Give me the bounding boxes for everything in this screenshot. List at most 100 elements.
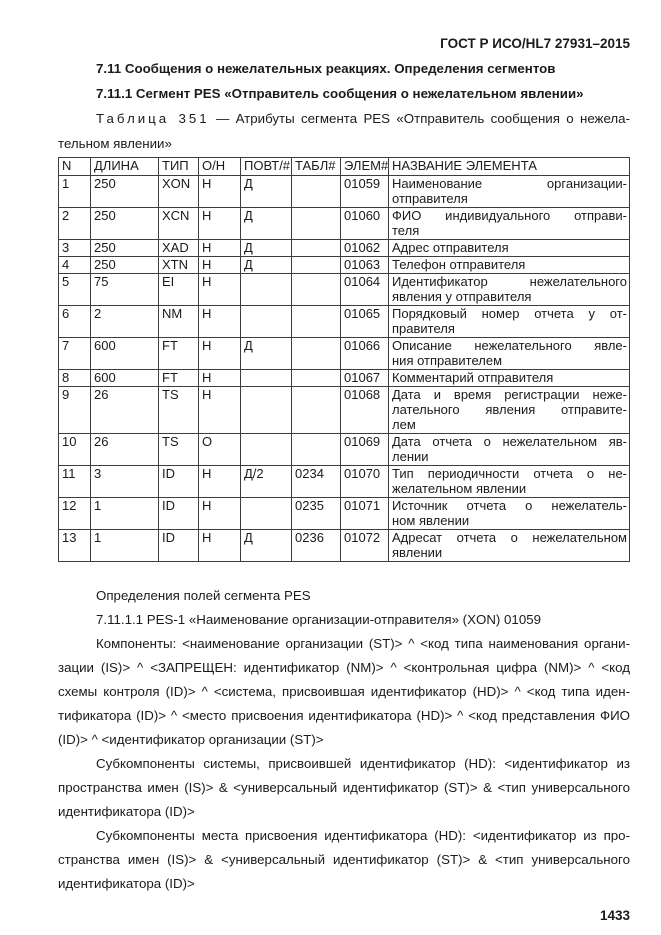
cell-element-num: 01069 [340, 433, 389, 466]
cell-repeat [240, 497, 292, 530]
cell-optionality: Н [198, 239, 241, 257]
element-name-line: ФИО индивидуального отправи- [392, 208, 627, 224]
element-name-line: явлении [392, 545, 443, 560]
cell-table-num [291, 386, 341, 434]
cell-table-num: 0234 [291, 465, 341, 498]
column-header-element-name: НАЗВАНИЕ ЭЛЕМЕНТА [388, 157, 630, 176]
cell-element-num: 01060 [340, 207, 389, 240]
cell-length: 250 [90, 175, 159, 208]
cell-length: 2 [90, 305, 159, 338]
cell-length: 26 [90, 433, 159, 466]
cell-type: TS [158, 386, 199, 434]
cell-table-num [291, 369, 341, 387]
cell-element-num: 01068 [340, 386, 389, 434]
cell-type: NM [158, 305, 199, 338]
cell-repeat [240, 273, 292, 306]
cell-length: 600 [90, 337, 159, 370]
cell-repeat [240, 369, 292, 387]
column-header-element-num: ЭЛЕМ# [340, 157, 389, 176]
cell-table-num [291, 175, 341, 208]
cell-element-num: 01059 [340, 175, 389, 208]
cell-n: 3 [58, 239, 91, 257]
cell-optionality: Н [198, 256, 241, 274]
cell-element-num: 01067 [340, 369, 389, 387]
table-row: 2 250 XCN Н Д 01060 ФИО индивидуального отправ… [58, 207, 630, 240]
cell-repeat: Д [240, 175, 292, 208]
cell-element-num: 01066 [340, 337, 389, 370]
cell-length: 1 [90, 529, 159, 562]
table-caption-label: Таблица 351 [96, 111, 210, 126]
cell-table-num [291, 433, 341, 466]
cell-element-name: Адрес отправителя [388, 239, 630, 257]
cell-optionality: Н [198, 529, 241, 562]
cell-length: 250 [90, 239, 159, 257]
cell-length: 75 [90, 273, 159, 306]
cell-repeat [240, 305, 292, 338]
cell-repeat: Д/2 [240, 465, 292, 498]
cell-element-num: 01064 [340, 273, 389, 306]
cell-element-name: Идентификатор нежелательного явления у от… [388, 273, 630, 306]
cell-optionality: Н [198, 497, 241, 530]
table-row: 12 1 ID Н 0235 01071 Источник отчета о нежелат… [58, 497, 630, 530]
field-definitions: Определения полей сегмента PES 7.11.1.1 … [58, 584, 630, 896]
element-name-line: отправителя [392, 191, 468, 206]
cell-optionality: Н [198, 305, 241, 338]
cell-type: ID [158, 465, 199, 498]
segment-attributes-table: N ДЛИНА ТИП О/Н ПОВТ/# ТАБЛ# ЭЛЕМ# НАЗВА… [58, 157, 630, 562]
cell-table-num [291, 305, 341, 338]
element-name-line: ном явлении [392, 513, 470, 528]
cell-element-num: 01070 [340, 465, 389, 498]
cell-n: 8 [58, 369, 91, 387]
element-name-line: Наименование организации- [392, 176, 627, 192]
table-row: 10 26 TS О 01069 Дата отчета о нежелательном … [58, 433, 630, 466]
cell-repeat: Д [240, 529, 292, 562]
cell-optionality: Н [198, 273, 241, 306]
element-name-line: явления у отправителя [392, 289, 532, 304]
cell-element-num: 01065 [340, 305, 389, 338]
cell-element-name: Порядковый номер отчета у от-правителя [388, 305, 630, 338]
table-row: 8 600 FT Н 01067 Комментарий отправителя [58, 369, 630, 387]
cell-type: TS [158, 433, 199, 466]
cell-repeat: Д [240, 207, 292, 240]
element-name-line: Адрес отправителя [392, 240, 509, 256]
subsection-heading: 7.11.1 Сегмент PES «Отправитель сообщени… [96, 86, 584, 101]
column-header-table-num: ТАБЛ# [291, 157, 341, 176]
column-header-n: N [58, 157, 91, 176]
cell-repeat [240, 433, 292, 466]
cell-type: ID [158, 497, 199, 530]
cell-n: 10 [58, 433, 91, 466]
section-heading: 7.11 Сообщения о нежелательных реакциях.… [96, 61, 556, 76]
cell-element-num: 01062 [340, 239, 389, 257]
cell-n: 5 [58, 273, 91, 306]
cell-type: FT [158, 369, 199, 387]
table-row: 9 26 TS Н 01068 Дата и время регистрации неже… [58, 386, 630, 434]
element-name-line: Адресат отчета о нежелательном [392, 530, 627, 546]
cell-element-num: 01063 [340, 256, 389, 274]
element-name-line: Описание нежелательного явле- [392, 338, 627, 354]
table-caption: Таблица 351 — Атрибуты сегмента PES «Отп… [58, 106, 630, 156]
cell-n: 13 [58, 529, 91, 562]
cell-n: 12 [58, 497, 91, 530]
table-header-row: N ДЛИНА ТИП О/Н ПОВТ/# ТАБЛ# ЭЛЕМ# НАЗВА… [58, 157, 630, 176]
element-name-line: Телефон отправителя [392, 257, 526, 273]
document-header-reference: ГОСТ Р ИСО/HL7 27931–2015 [440, 36, 630, 51]
cell-repeat: Д [240, 239, 292, 257]
cell-table-num [291, 239, 341, 257]
definitions-intro: Определения полей сегмента PES [96, 588, 311, 603]
cell-element-name: Наименование организации-отправителя [388, 175, 630, 208]
table-row: 13 1 ID Н Д 0236 01072 Адресат отчета о нежелат… [58, 529, 630, 562]
column-header-length: ДЛИНА [90, 157, 159, 176]
cell-type: XTN [158, 256, 199, 274]
components-paragraph: Компоненты: <наименование организации (S… [58, 636, 630, 747]
table-row: 1 250 XON Н Д 01059 Наименование организации-о… [58, 175, 630, 208]
table-row: 7 600 FT Н Д 01066 Описание нежелательного явл… [58, 337, 630, 370]
cell-type: ID [158, 529, 199, 562]
element-name-line: теля [392, 223, 420, 238]
cell-element-name: Комментарий отправителя [388, 369, 630, 387]
cell-table-num [291, 256, 341, 274]
cell-table-num: 0235 [291, 497, 341, 530]
cell-repeat [240, 386, 292, 434]
table-row: 3 250 XAD Н Д 01062 Адрес отправителя [58, 239, 630, 257]
column-header-optionality: О/Н [198, 157, 241, 176]
cell-n: 2 [58, 207, 91, 240]
